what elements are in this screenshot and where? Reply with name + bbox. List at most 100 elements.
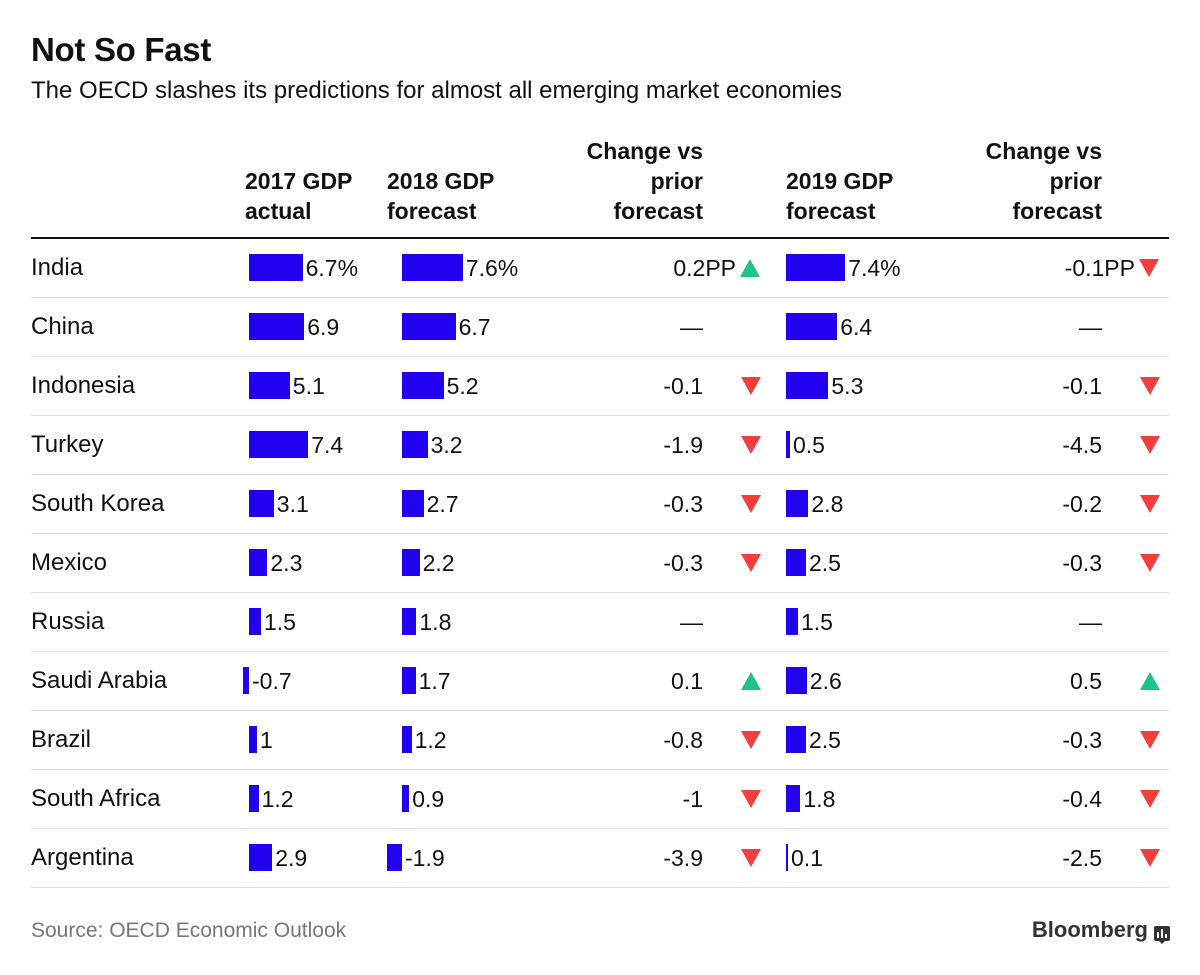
- bar-gdp2017: [249, 313, 305, 340]
- row-country-label: South Africa: [31, 784, 161, 812]
- bar-gdp2019: [786, 549, 806, 576]
- value-gdp2019: 5.3: [831, 372, 864, 399]
- value-gdp2017: 2.3: [270, 549, 303, 576]
- change-chg2019: -0.3: [1062, 549, 1102, 576]
- bar-gdp2017: [249, 490, 274, 517]
- bar-gdp2018: [402, 372, 444, 399]
- value-gdp2017: 1.5: [264, 608, 296, 635]
- bar-gdp2017: [249, 254, 303, 281]
- header-2019-change: Change vs prior forecast: [985, 138, 1102, 224]
- bar-gdp2018: [386, 844, 402, 871]
- change-chg2018: -0.1: [663, 372, 703, 399]
- value-gdp2017: 5.1: [292, 372, 325, 399]
- row-divider: [31, 474, 1169, 475]
- bar-gdp2019: [786, 608, 798, 635]
- row-divider: [31, 415, 1169, 416]
- bar-gdp2019: [786, 490, 809, 517]
- value-gdp2019: 0.1: [791, 844, 823, 871]
- row-country-label: Argentina: [31, 843, 134, 871]
- down-arrow-icon: [1139, 258, 1159, 277]
- value-gdp2019: 2.5: [809, 726, 841, 753]
- change-chg2019: -2.5: [1062, 844, 1102, 871]
- row-divider: [31, 533, 1169, 534]
- bar-gdp2018: [402, 549, 420, 576]
- value-gdp2017: 6.9: [307, 313, 340, 340]
- value-gdp2019: 6.4: [840, 313, 873, 340]
- bloomberg-terminal-icon: [1154, 921, 1170, 944]
- row-divider: [31, 828, 1169, 829]
- row-country-label: Indonesia: [31, 371, 136, 399]
- change-chg2018: -1.9: [663, 431, 703, 458]
- source-note: Source: OECD Economic Outlook: [31, 919, 347, 942]
- bar-gdp2017: [249, 372, 290, 399]
- row-divider: [31, 887, 1169, 888]
- bar-gdp2019: [786, 785, 801, 812]
- header-2019-gdp: 2019 GDP forecast: [786, 168, 894, 224]
- value-gdp2019: 2.6: [809, 667, 842, 694]
- bar-gdp2018: [402, 431, 428, 458]
- row-country-label: Turkey: [31, 430, 104, 458]
- change-chg2019: -0.3: [1062, 726, 1102, 753]
- bar-gdp2017: [249, 844, 273, 871]
- down-arrow-icon: [741, 789, 761, 808]
- bar-gdp2017: [249, 431, 309, 458]
- down-arrow-icon: [741, 494, 761, 513]
- bar-gdp2019: [786, 254, 846, 281]
- down-arrow-icon: [741, 376, 761, 395]
- up-arrow-icon: [741, 671, 761, 690]
- change-chg2018: 0.2PP: [673, 254, 736, 281]
- value-gdp2018: 6.7: [458, 313, 491, 340]
- value-gdp2017: 7.4: [311, 431, 344, 458]
- value-gdp2017: 2.9: [275, 844, 308, 871]
- row-divider: [31, 651, 1169, 652]
- up-arrow-icon: [740, 258, 760, 277]
- down-arrow-icon: [1140, 494, 1160, 513]
- bar-gdp2018: [402, 726, 412, 753]
- brand-logo: Bloomberg: [1032, 914, 1170, 946]
- value-gdp2018: 7.6%: [465, 254, 519, 281]
- value-gdp2018: 0.9: [412, 785, 445, 812]
- bar-gdp2019: [786, 431, 790, 458]
- up-arrow-icon: [1140, 671, 1160, 690]
- bar-gdp2018: [402, 667, 416, 694]
- down-arrow-icon: [1140, 376, 1160, 395]
- bar-gdp2018: [402, 313, 456, 340]
- row-country-label: Mexico: [31, 548, 108, 576]
- row-divider: [31, 297, 1169, 298]
- header-2017-gdp: 2017 GDP actual: [245, 168, 353, 224]
- bar-gdp2018: [402, 785, 410, 812]
- change-chg2018: -3.9: [663, 844, 703, 871]
- chart-title: Not So Fast: [31, 31, 212, 68]
- down-arrow-icon: [741, 730, 761, 749]
- value-gdp2019: 2.8: [811, 490, 844, 517]
- row-divider: [31, 356, 1169, 357]
- header-2018-gdp: 2018 GDP forecast: [387, 168, 495, 224]
- change-chg2019: 0.5: [1070, 667, 1102, 694]
- down-arrow-icon: [1140, 730, 1160, 749]
- value-gdp2018: -1.9: [405, 844, 445, 871]
- value-gdp2017: 1: [260, 726, 273, 753]
- value-gdp2017: 1.2: [261, 785, 294, 812]
- row-country-label: Russia: [31, 607, 105, 635]
- value-gdp2018: 3.2: [430, 431, 463, 458]
- change-chg2018: —: [680, 608, 703, 635]
- row-divider: [31, 769, 1169, 770]
- bar-gdp2018: [402, 490, 424, 517]
- change-chg2018: -0.3: [663, 490, 703, 517]
- value-gdp2018: 1.2: [414, 726, 447, 753]
- row-country-label: Brazil: [31, 725, 92, 753]
- chart-subtitle: The OECD slashes its predictions for alm…: [31, 77, 842, 104]
- down-arrow-icon: [1140, 435, 1160, 454]
- down-arrow-icon: [1140, 848, 1160, 867]
- value-gdp2019: 0.5: [793, 431, 825, 458]
- bar-gdp2019: [786, 844, 788, 871]
- bar-gdp2017: [249, 549, 268, 576]
- change-chg2019: —: [1079, 313, 1102, 340]
- value-gdp2018: 2.7: [426, 490, 459, 517]
- change-chg2018: -0.3: [663, 549, 703, 576]
- brand-name: Bloomberg: [1031, 917, 1148, 942]
- bar-gdp2017: [243, 667, 249, 694]
- bar-gdp2019: [786, 667, 807, 694]
- value-gdp2019: 2.5: [809, 549, 841, 576]
- value-gdp2018: 2.2: [422, 549, 455, 576]
